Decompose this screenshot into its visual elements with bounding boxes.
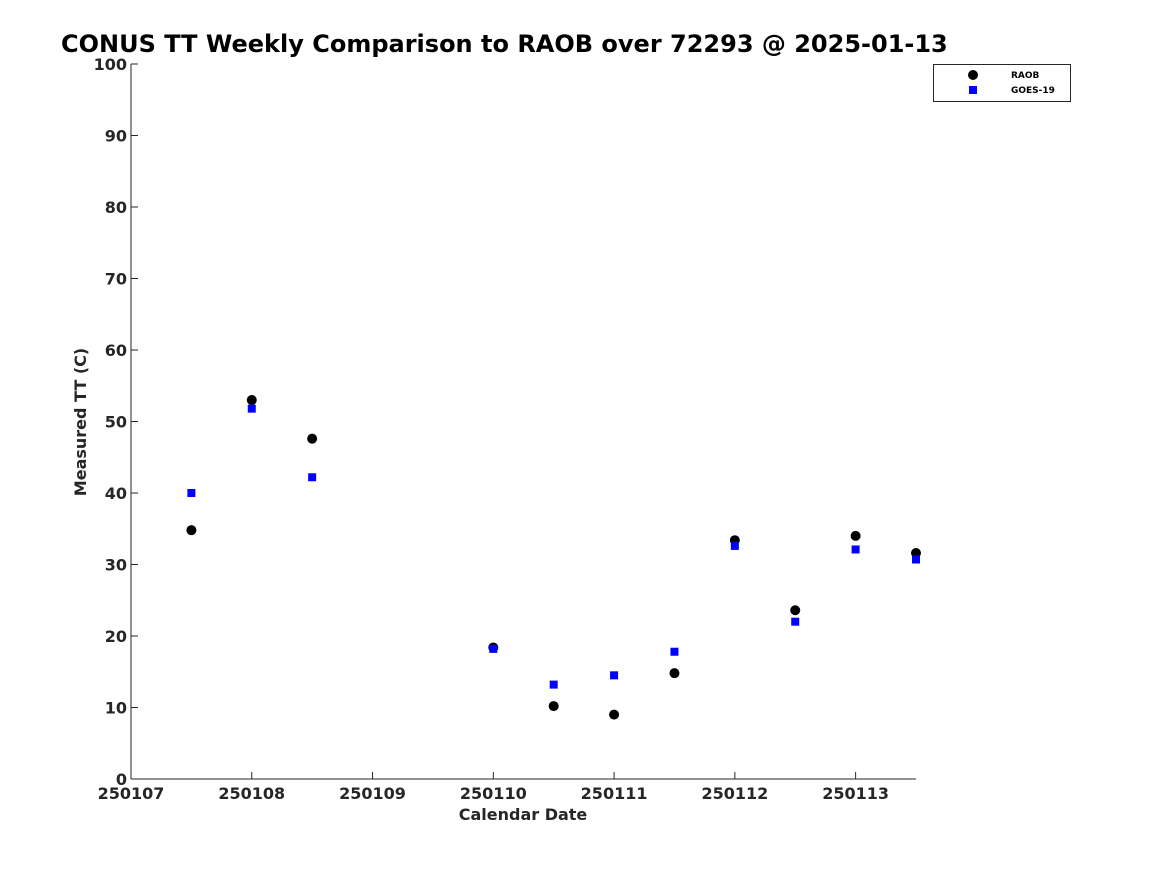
goes-19-point [489, 644, 498, 653]
chart-title: CONUS TT Weekly Comparison to RAOB over … [61, 30, 948, 58]
legend: RAOB GOES-19 [933, 64, 1071, 102]
goes-19-point [610, 671, 619, 680]
raob-point [609, 709, 620, 720]
y-axis-label: Measured TT (C) [71, 348, 90, 496]
x-tick-label: 250112 [701, 784, 768, 803]
goes-19-point [247, 404, 256, 413]
raob-point [850, 530, 861, 541]
x-tick-label: 250107 [98, 784, 165, 803]
y-tick-label: 10 [105, 699, 127, 718]
legend-marker-0 [968, 70, 978, 80]
y-tick-label: 30 [105, 556, 127, 575]
raob-point [186, 525, 197, 536]
raob-point [548, 701, 559, 712]
y-tick-label: 60 [105, 341, 127, 360]
legend-marker-1 [969, 86, 977, 94]
plot-axes [130, 64, 916, 780]
y-tick-label: 90 [105, 127, 127, 146]
x-tick-label: 250108 [218, 784, 285, 803]
goes-19-point [549, 680, 558, 689]
y-tick-label: 0 [116, 770, 127, 789]
raob-point [246, 395, 257, 406]
y-tick-label: 20 [105, 627, 127, 646]
x-tick-label: 250113 [822, 784, 889, 803]
legend-label: GOES-19 [1011, 86, 1055, 96]
data-points [186, 395, 921, 720]
legend-label: RAOB [1011, 71, 1040, 81]
goes-19-point [851, 545, 860, 554]
goes-19-point [670, 647, 679, 656]
x-tick-label: 250110 [460, 784, 527, 803]
axis-ticks: 250107 250108 250109 250110 250111 250112 2501… [94, 55, 889, 803]
goes-19-point [730, 541, 739, 550]
raob-point [669, 668, 680, 679]
y-tick-label: 80 [105, 198, 127, 217]
y-tick-label: 50 [105, 413, 127, 432]
goes-19-point [308, 473, 317, 482]
x-tick-label: 250109 [339, 784, 406, 803]
y-tick-label: 40 [105, 484, 127, 503]
x-axis-label: Calendar Date [459, 805, 588, 824]
raob-point [790, 605, 801, 616]
legend-box [933, 64, 1071, 102]
x-tick-label: 250111 [581, 784, 648, 803]
raob-point [307, 433, 318, 444]
goes-19-point [912, 555, 920, 564]
y-tick-label: 70 [105, 270, 127, 289]
goes-19-point [187, 489, 196, 497]
y-tick-label: 100 [94, 55, 127, 74]
goes-19-point [791, 617, 800, 626]
